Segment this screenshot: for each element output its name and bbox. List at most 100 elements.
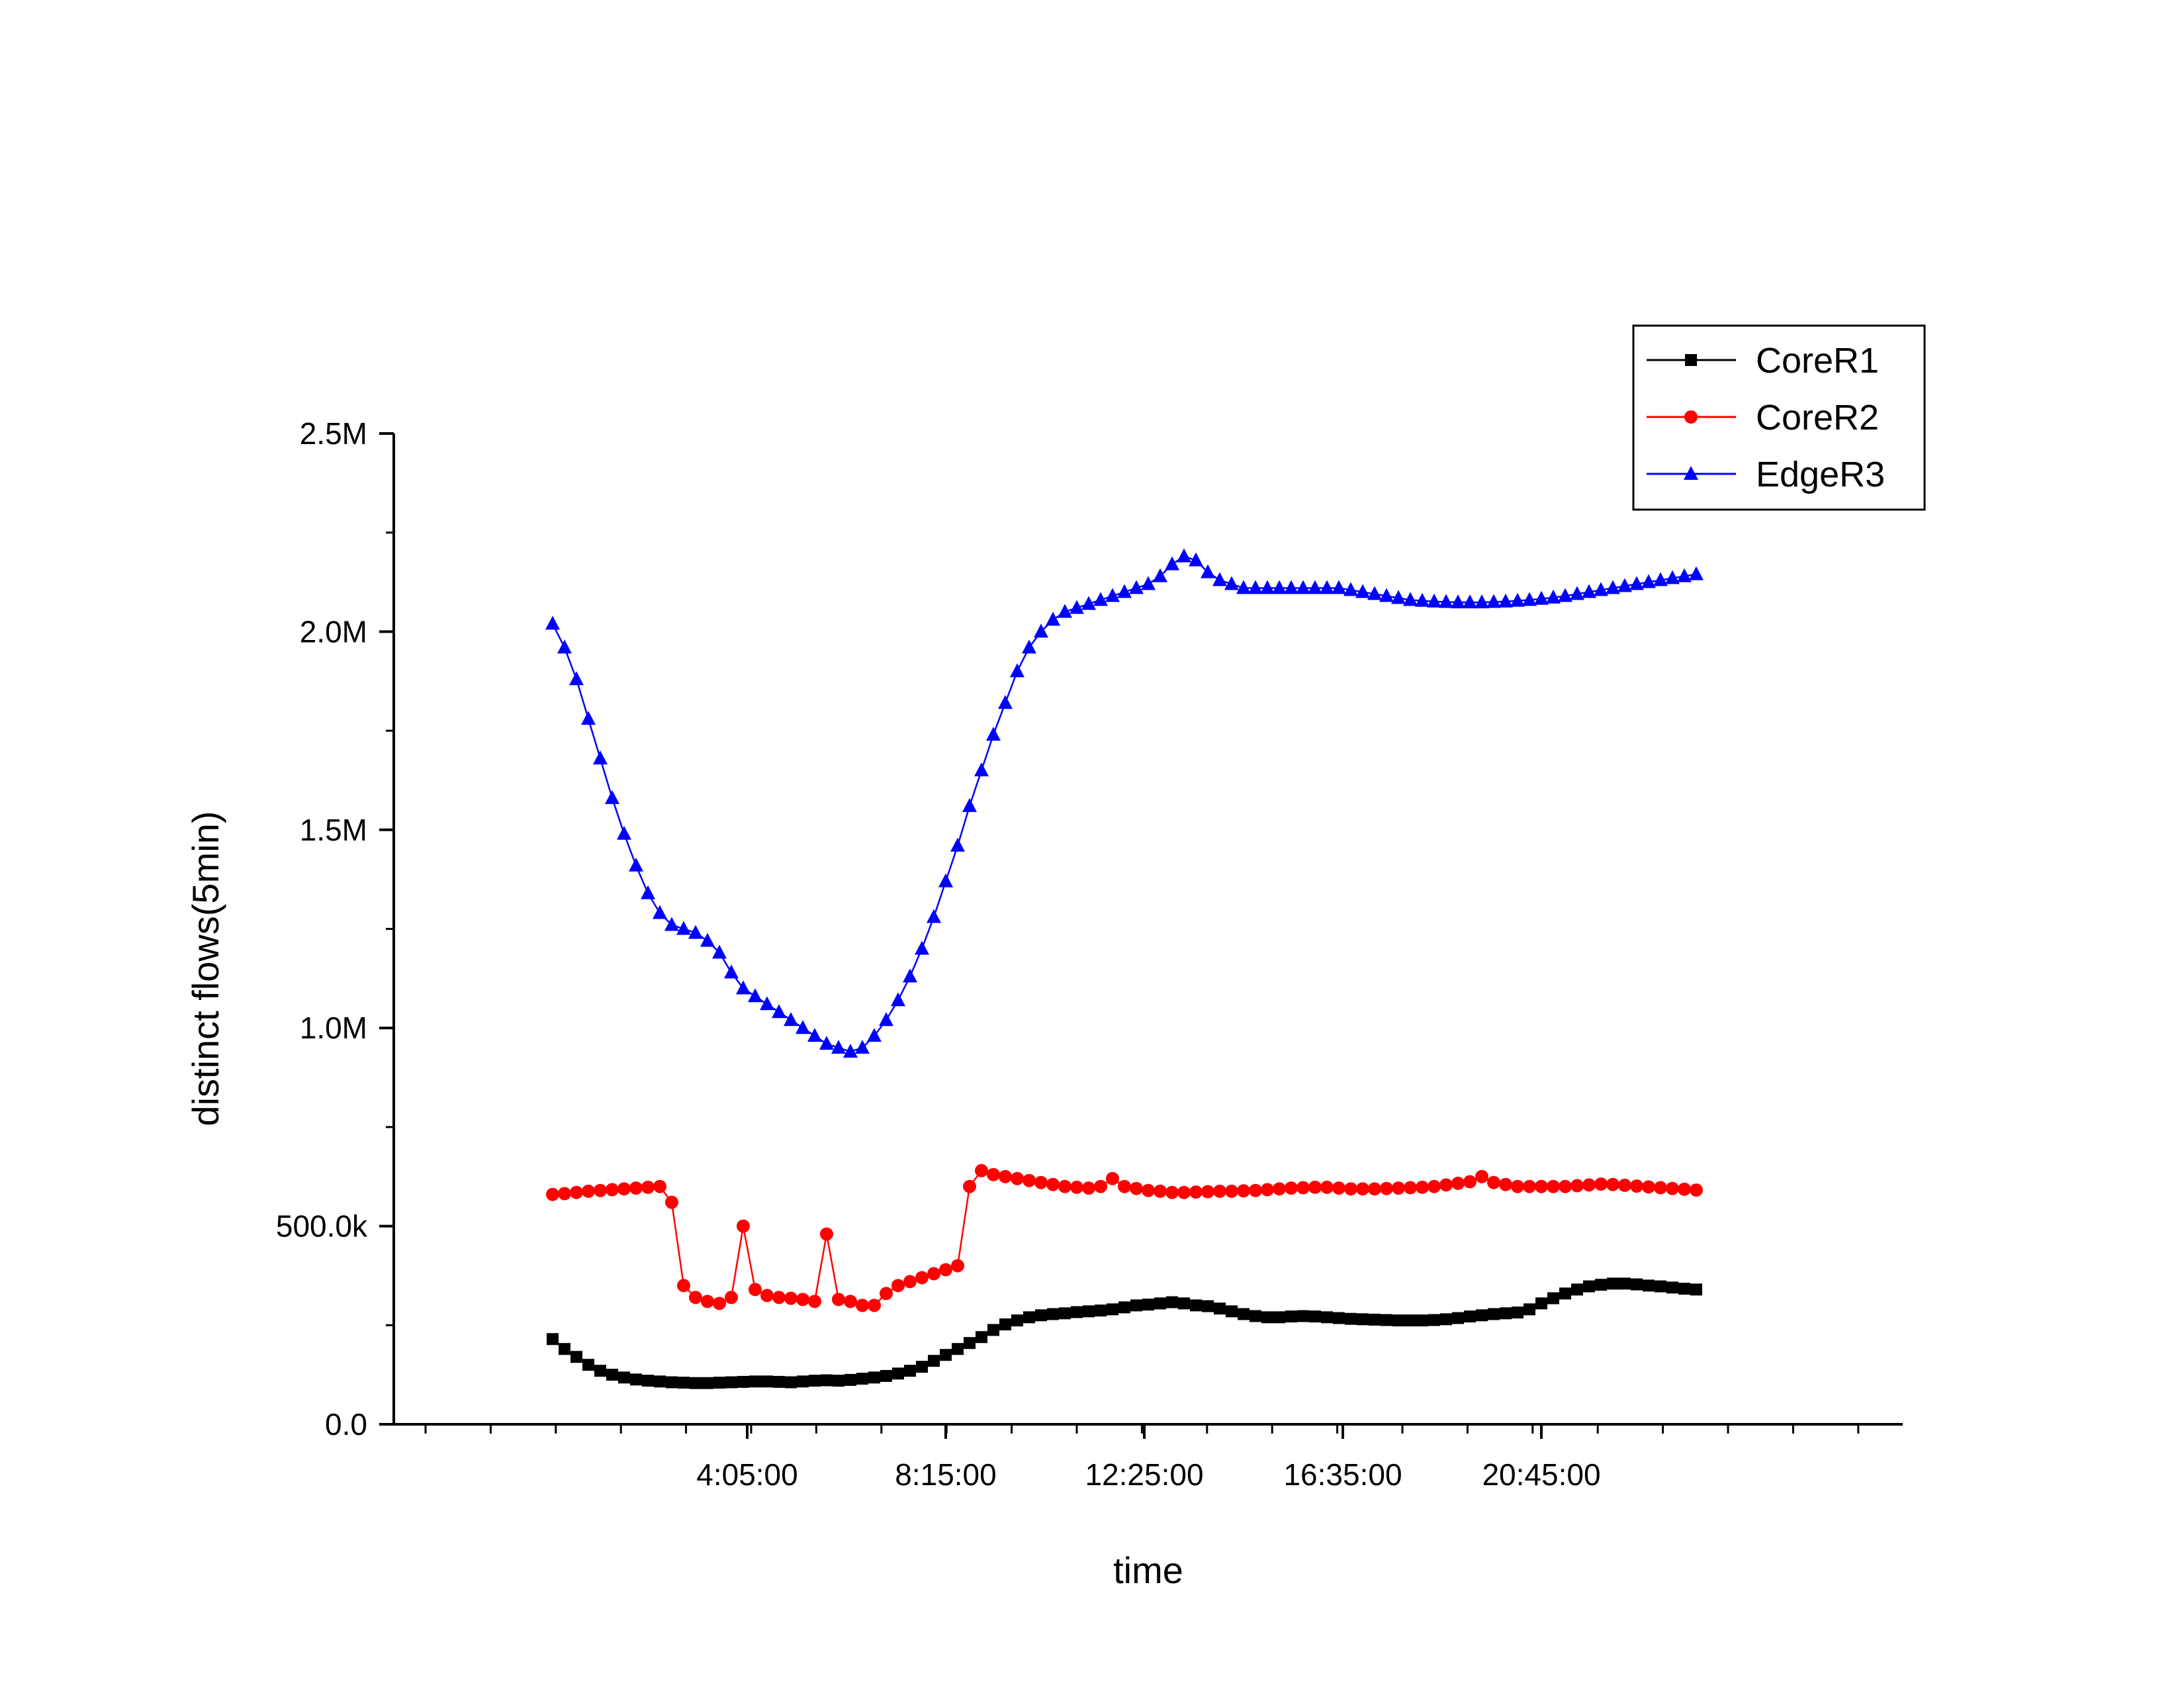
data-point-edger3 <box>1439 594 1453 608</box>
y-axis-title: distinct flows(5min) <box>185 811 226 1126</box>
series-edger3 <box>545 548 1704 1058</box>
data-point-edger3 <box>1558 588 1572 602</box>
data-point-edger3 <box>688 925 703 939</box>
data-point-edger3 <box>998 695 1013 709</box>
data-point-edger3 <box>950 837 965 852</box>
data-point-corer2 <box>891 1279 905 1293</box>
data-point-corer2 <box>903 1275 917 1289</box>
data-point-corer2 <box>1463 1175 1477 1189</box>
data-point-corer2 <box>1332 1181 1345 1195</box>
data-point-edger3 <box>974 762 989 776</box>
data-point-corer2 <box>665 1195 678 1209</box>
data-point-corer2 <box>1118 1179 1131 1193</box>
data-point-edger3 <box>1522 592 1537 606</box>
x-tick-label: 4:05:00 <box>696 1457 797 1492</box>
data-point-edger3 <box>629 857 643 872</box>
data-point-corer2 <box>1034 1175 1048 1189</box>
data-point-corer2 <box>772 1291 786 1304</box>
legend-item-corer2: CoreR2 <box>1647 398 1879 437</box>
data-point-corer1 <box>856 1373 868 1385</box>
data-point-edger3 <box>581 711 596 725</box>
data-point-edger3 <box>700 933 715 947</box>
data-point-edger3 <box>1486 594 1501 608</box>
data-point-corer1 <box>642 1375 654 1387</box>
data-point-edger3 <box>1689 566 1704 580</box>
data-point-corer2 <box>546 1187 559 1201</box>
data-point-corer2 <box>1070 1180 1083 1194</box>
data-point-edger3 <box>1641 574 1656 588</box>
data-point-corer1 <box>1440 1313 1452 1326</box>
data-point-corer1 <box>1690 1283 1702 1296</box>
data-point-corer1 <box>1607 1277 1619 1290</box>
legend-label: EdgeR3 <box>1756 455 1885 494</box>
data-point-edger3 <box>1046 612 1060 626</box>
y-tick-label: 2.5M <box>300 416 367 451</box>
data-point-edger3 <box>1677 568 1692 582</box>
data-point-edger3 <box>1248 580 1263 594</box>
data-point-corer1 <box>999 1318 1011 1331</box>
data-point-corer1 <box>1512 1306 1524 1319</box>
data-point-corer1 <box>1309 1310 1321 1323</box>
data-point-corer1 <box>702 1377 713 1389</box>
data-point-corer1 <box>725 1376 737 1389</box>
data-point-corer2 <box>1356 1182 1369 1196</box>
data-point-corer1 <box>678 1377 690 1389</box>
data-point-corer2 <box>1058 1179 1071 1193</box>
data-point-corer2 <box>796 1293 809 1306</box>
data-point-corer1 <box>1381 1314 1392 1326</box>
data-point-edger3 <box>1403 592 1418 606</box>
data-point-edger3 <box>1343 582 1358 596</box>
data-point-corer2 <box>1582 1178 1596 1192</box>
data-point-corer2 <box>641 1180 655 1194</box>
data-point-corer2 <box>999 1169 1012 1183</box>
data-point-edger3 <box>891 992 905 1007</box>
data-point-corer2 <box>808 1295 821 1308</box>
data-point-corer1 <box>1083 1305 1095 1318</box>
axis-labels: time distinct flows(5min) <box>185 811 1183 1591</box>
data-point-edger3 <box>927 909 941 923</box>
data-point-corer1 <box>1107 1303 1118 1316</box>
data-point-corer1 <box>1130 1299 1142 1312</box>
data-point-corer2 <box>1285 1181 1298 1195</box>
data-point-corer1 <box>606 1369 618 1381</box>
data-point-corer1 <box>570 1351 582 1363</box>
y-tick-label: 0.0 <box>325 1407 367 1441</box>
y-tick-label: 1.0M <box>300 1011 367 1045</box>
data-point-corer1 <box>1059 1307 1071 1320</box>
data-point-corer2 <box>1165 1185 1179 1199</box>
data-point-corer2 <box>1416 1180 1429 1194</box>
data-point-corer2 <box>1106 1171 1119 1185</box>
data-point-corer1 <box>1619 1277 1631 1290</box>
data-point-corer2 <box>915 1271 929 1285</box>
series-line-corer1 <box>552 1283 1697 1384</box>
data-point-corer1 <box>1678 1283 1690 1295</box>
data-point-edger3 <box>1332 580 1346 594</box>
data-point-edger3 <box>605 790 619 804</box>
data-point-corer1 <box>1023 1311 1035 1324</box>
data-point-corer2 <box>1535 1179 1548 1193</box>
data-point-corer1 <box>904 1365 916 1377</box>
data-point-edger3 <box>867 1028 882 1042</box>
data-point-corer1 <box>1238 1308 1250 1320</box>
legend-label: CoreR2 <box>1756 398 1879 437</box>
data-point-corer2 <box>1094 1179 1107 1193</box>
data-point-edger3 <box>1606 580 1620 594</box>
data-point-corer1 <box>559 1343 570 1355</box>
data-point-corer1 <box>1369 1313 1381 1326</box>
data-point-edger3 <box>1165 556 1179 571</box>
data-point-edger3 <box>819 1036 834 1050</box>
data-point-corer2 <box>1297 1181 1310 1195</box>
data-point-corer1 <box>1428 1314 1440 1326</box>
x-tick-label: 20:45:00 <box>1482 1457 1600 1492</box>
data-point-corer1 <box>1559 1287 1571 1300</box>
data-point-corer2 <box>927 1267 940 1281</box>
data-point-corer1 <box>1118 1301 1130 1314</box>
data-point-edger3 <box>1177 548 1191 563</box>
data-point-corer1 <box>618 1371 630 1384</box>
data-point-corer1 <box>749 1375 761 1388</box>
data-point-corer2 <box>1654 1181 1667 1195</box>
data-point-corer2 <box>1154 1184 1167 1198</box>
data-point-edger3 <box>1463 594 1477 609</box>
data-point-edger3 <box>641 885 655 899</box>
